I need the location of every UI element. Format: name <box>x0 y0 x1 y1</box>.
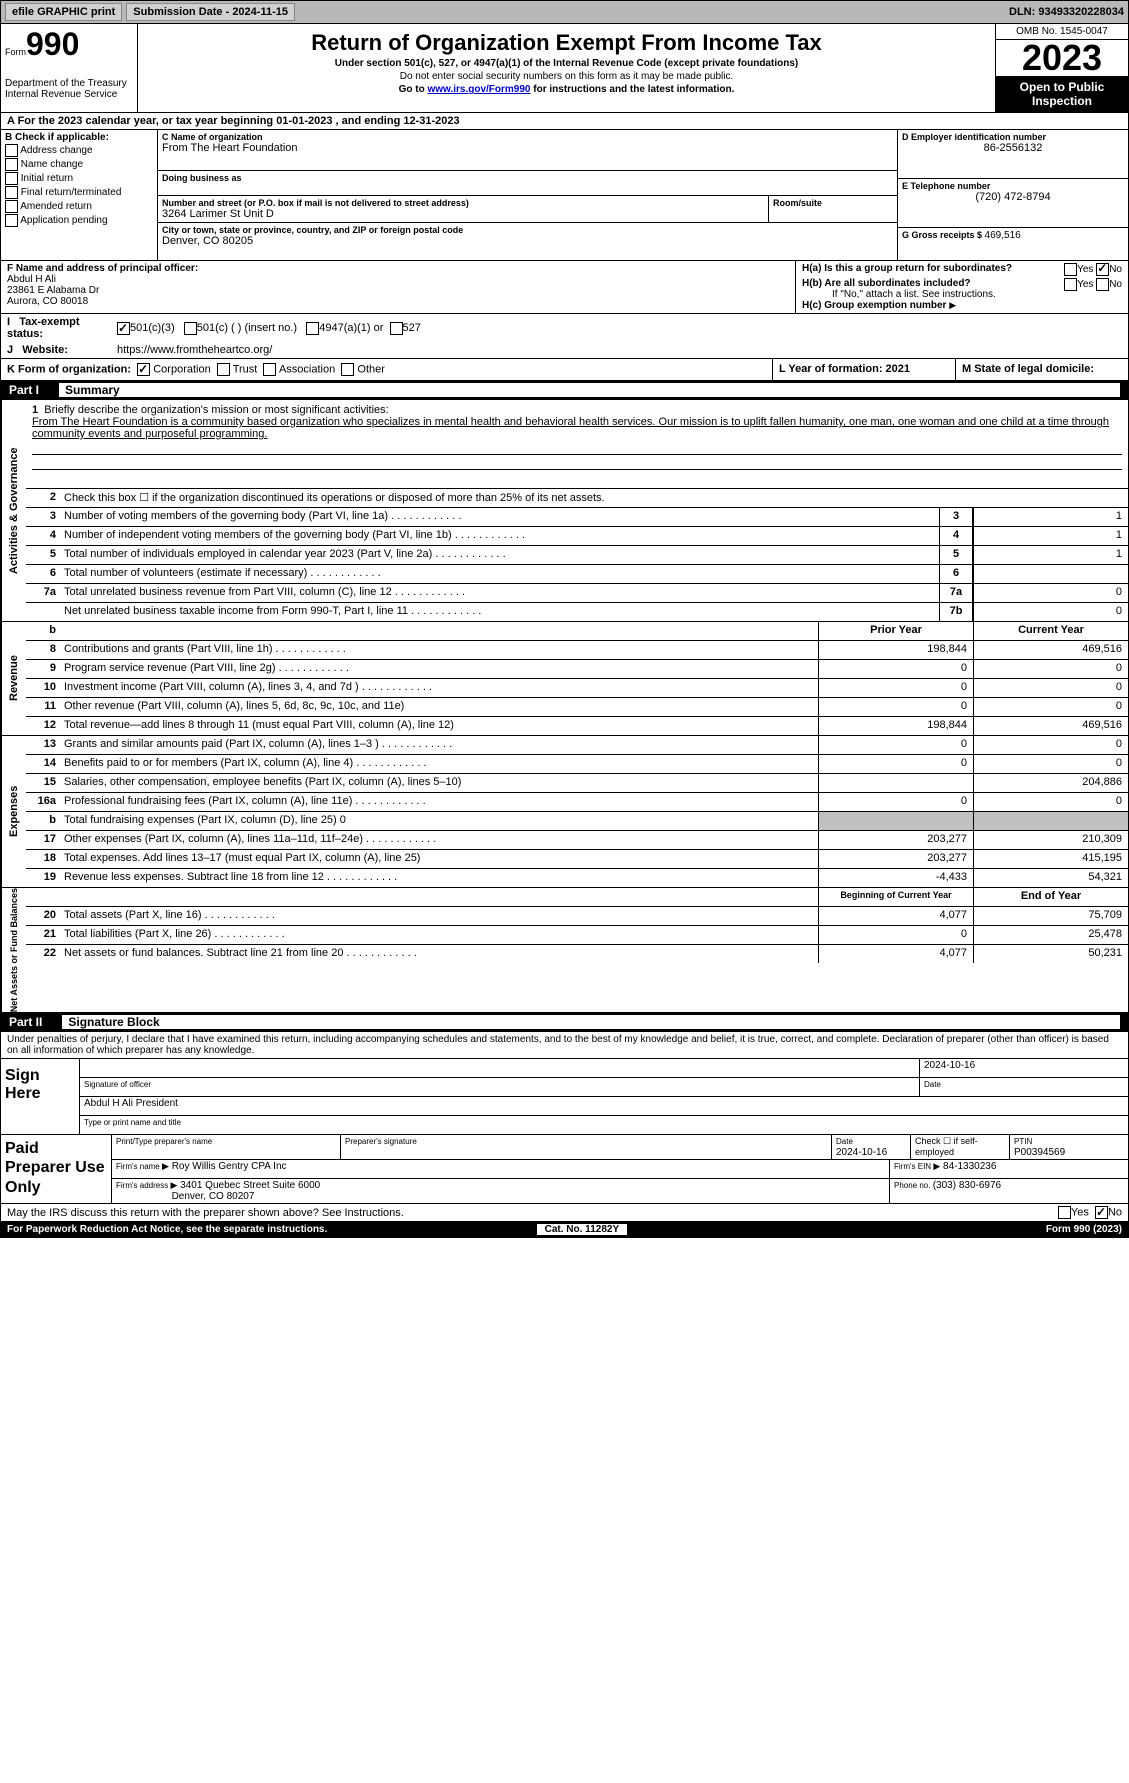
officer-row: F Name and address of principal officer:… <box>0 261 1129 314</box>
governance-tab: Activities & Governance <box>1 400 26 621</box>
netassets-tab: Net Assets or Fund Balances <box>1 888 26 1012</box>
irs-link[interactable]: www.irs.gov/Form990 <box>427 84 530 95</box>
tax-year-row: A For the 2023 calendar year, or tax yea… <box>0 113 1129 130</box>
col-b-checkboxes: B Check if applicable: Address change Na… <box>1 130 158 260</box>
title-box: Return of Organization Exempt From Incom… <box>138 24 995 112</box>
dln-label: DLN: 93493320228034 <box>1009 6 1124 18</box>
irs-discuss-row: May the IRS discuss this return with the… <box>0 1204 1129 1222</box>
revenue-section: Revenue bPrior YearCurrent Year 8Contrib… <box>0 622 1129 736</box>
col-c-org: C Name of organization From The Heart Fo… <box>158 130 897 260</box>
governance-section: Activities & Governance 1 Briefly descri… <box>0 400 1129 622</box>
paid-preparer-block: Paid Preparer Use Only Print/Type prepar… <box>0 1135 1129 1204</box>
expenses-section: Expenses 13Grants and similar amounts pa… <box>0 736 1129 888</box>
form-number-box: Form990 Department of the Treasury Inter… <box>1 24 138 112</box>
part2-header: Part II Signature Block <box>0 1013 1129 1032</box>
sign-here-block: Sign Here 2024-10-16 Signature of office… <box>0 1059 1129 1135</box>
efile-btn[interactable]: efile GRAPHIC print <box>5 3 122 21</box>
footer: For Paperwork Reduction Act Notice, see … <box>0 1222 1129 1238</box>
tax-exempt-row: I Tax-exempt status: 501(c)(3) 501(c) ( … <box>0 314 1129 342</box>
website-row: J Website: https://www.fromtheheartco.or… <box>0 342 1129 359</box>
form-header: Form990 Department of the Treasury Inter… <box>0 24 1129 113</box>
revenue-tab: Revenue <box>1 622 26 735</box>
col-de: D Employer identification number 86-2556… <box>897 130 1128 260</box>
identity-section: B Check if applicable: Address change Na… <box>0 130 1129 261</box>
netassets-section: Net Assets or Fund Balances Beginning of… <box>0 888 1129 1013</box>
top-bar: efile GRAPHIC print Submission Date - 20… <box>0 0 1129 24</box>
submission-btn[interactable]: Submission Date - 2024-11-15 <box>126 3 295 21</box>
expenses-tab: Expenses <box>1 736 26 887</box>
org-form-row: K Form of organization: Corporation Trus… <box>0 359 1129 381</box>
form-title: Return of Organization Exempt From Incom… <box>146 30 987 56</box>
year-box: OMB No. 1545-0047 2023 Open to Public In… <box>995 24 1128 112</box>
part1-header: Part I Summary <box>0 381 1129 400</box>
perjury-text: Under penalties of perjury, I declare th… <box>0 1032 1129 1059</box>
